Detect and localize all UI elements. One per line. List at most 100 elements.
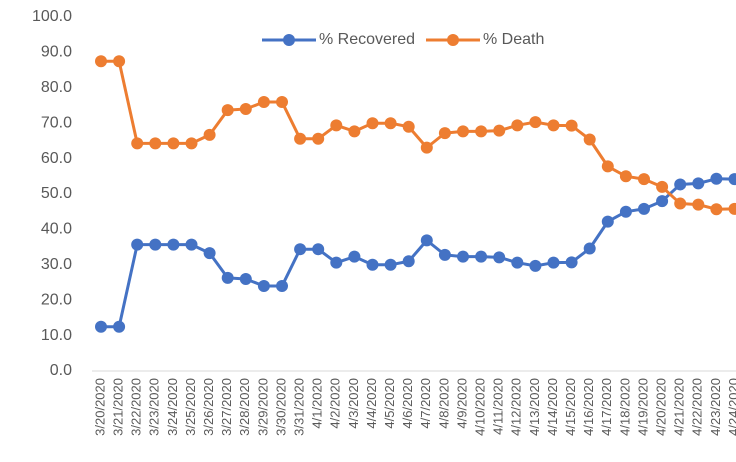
marker — [149, 238, 162, 251]
y-tick-label: 40.0 — [41, 221, 72, 238]
marker — [656, 180, 669, 193]
x-tick-label: 4/9/2020 — [454, 378, 469, 429]
marker — [131, 137, 144, 150]
x-tick-label: 4/1/2020 — [310, 378, 325, 429]
marker — [692, 177, 705, 190]
x-tick-label: 4/10/2020 — [473, 378, 488, 436]
marker — [692, 198, 705, 211]
marker — [619, 205, 632, 218]
marker — [547, 119, 560, 132]
x-tick-label: 4/16/2020 — [581, 378, 596, 436]
marker — [728, 173, 736, 186]
y-tick-label: 30.0 — [41, 256, 72, 273]
marker — [95, 55, 107, 68]
marker — [384, 117, 397, 130]
x-tick-label: 3/24/2020 — [165, 378, 180, 436]
series-line — [101, 59, 735, 211]
x-tick-label: 3/27/2020 — [219, 378, 234, 436]
marker — [348, 125, 361, 138]
marker — [402, 120, 415, 133]
marker — [638, 173, 650, 186]
x-tick-label: 4/18/2020 — [617, 378, 632, 436]
marker — [710, 172, 723, 185]
marker — [203, 128, 216, 141]
x-tick-label: 4/17/2020 — [599, 378, 614, 436]
marker — [601, 215, 614, 228]
marker — [457, 125, 469, 138]
marker — [95, 320, 107, 333]
marker — [511, 119, 524, 132]
marker — [257, 95, 270, 108]
x-tick-label: 3/29/2020 — [255, 378, 270, 436]
marker — [239, 272, 252, 285]
marker — [583, 242, 596, 255]
marker — [330, 256, 343, 269]
marker — [348, 250, 361, 263]
y-tick-label: 80.0 — [41, 79, 72, 96]
marker — [185, 137, 198, 150]
marker — [710, 203, 723, 216]
marker — [167, 238, 180, 251]
marker — [276, 95, 288, 108]
marker — [149, 137, 162, 150]
x-tick-label: 4/24/2020 — [726, 378, 736, 436]
x-tick-label: 4/2/2020 — [328, 378, 343, 429]
marker — [728, 202, 736, 215]
legend-marker — [447, 34, 459, 46]
x-tick-label: 4/20/2020 — [654, 378, 669, 436]
series-line — [101, 177, 735, 329]
marker — [113, 55, 126, 68]
x-tick-label: 3/30/2020 — [273, 378, 288, 436]
x-tick-label: 3/28/2020 — [237, 378, 252, 436]
x-tick-label: 4/7/2020 — [418, 378, 433, 429]
marker — [475, 250, 488, 263]
marker — [203, 247, 216, 260]
y-tick-label: 50.0 — [41, 185, 72, 202]
marker — [185, 238, 198, 251]
legend-label: % Recovered — [319, 31, 415, 48]
marker — [330, 119, 343, 132]
x-tick-label: 3/31/2020 — [292, 378, 307, 436]
marker — [656, 195, 669, 208]
marker — [583, 133, 596, 146]
marker — [457, 250, 469, 263]
marker — [438, 127, 451, 140]
x-tick-label: 4/11/2020 — [491, 378, 506, 435]
marker — [638, 202, 650, 215]
marker — [366, 258, 379, 271]
legend-marker — [283, 34, 295, 46]
marker — [384, 258, 397, 271]
marker — [438, 248, 451, 261]
marker — [529, 116, 542, 129]
x-tick-label: 3/20/2020 — [92, 378, 107, 436]
x-tick-label: 4/4/2020 — [364, 378, 379, 429]
marker — [257, 280, 270, 293]
y-tick-label: 10.0 — [41, 327, 72, 344]
x-tick-label: 3/21/2020 — [111, 378, 126, 436]
x-tick-label: 4/3/2020 — [346, 378, 361, 429]
marker — [221, 271, 234, 284]
legend-label: % Death — [483, 31, 544, 48]
x-tick-label: 4/21/2020 — [672, 378, 687, 436]
y-tick-label: 60.0 — [41, 150, 72, 167]
marker — [565, 119, 578, 132]
x-tick-label: 4/6/2020 — [400, 378, 415, 429]
marker — [619, 170, 632, 183]
x-tick-label: 4/22/2020 — [690, 378, 705, 436]
marker — [294, 132, 307, 145]
marker — [402, 255, 415, 268]
x-tick-label: 3/22/2020 — [129, 378, 144, 436]
marker — [601, 160, 614, 173]
marker — [239, 103, 252, 116]
x-tick-label: 3/25/2020 — [183, 378, 198, 436]
x-tick-label: 4/13/2020 — [527, 378, 542, 436]
x-tick-label: 3/26/2020 — [201, 378, 216, 436]
marker — [529, 259, 542, 272]
x-tick-label: 4/8/2020 — [436, 378, 451, 429]
marker — [674, 197, 687, 210]
marker — [565, 256, 578, 269]
y-tick-label: 90.0 — [41, 44, 72, 61]
x-tick-label: 4/14/2020 — [545, 378, 560, 436]
